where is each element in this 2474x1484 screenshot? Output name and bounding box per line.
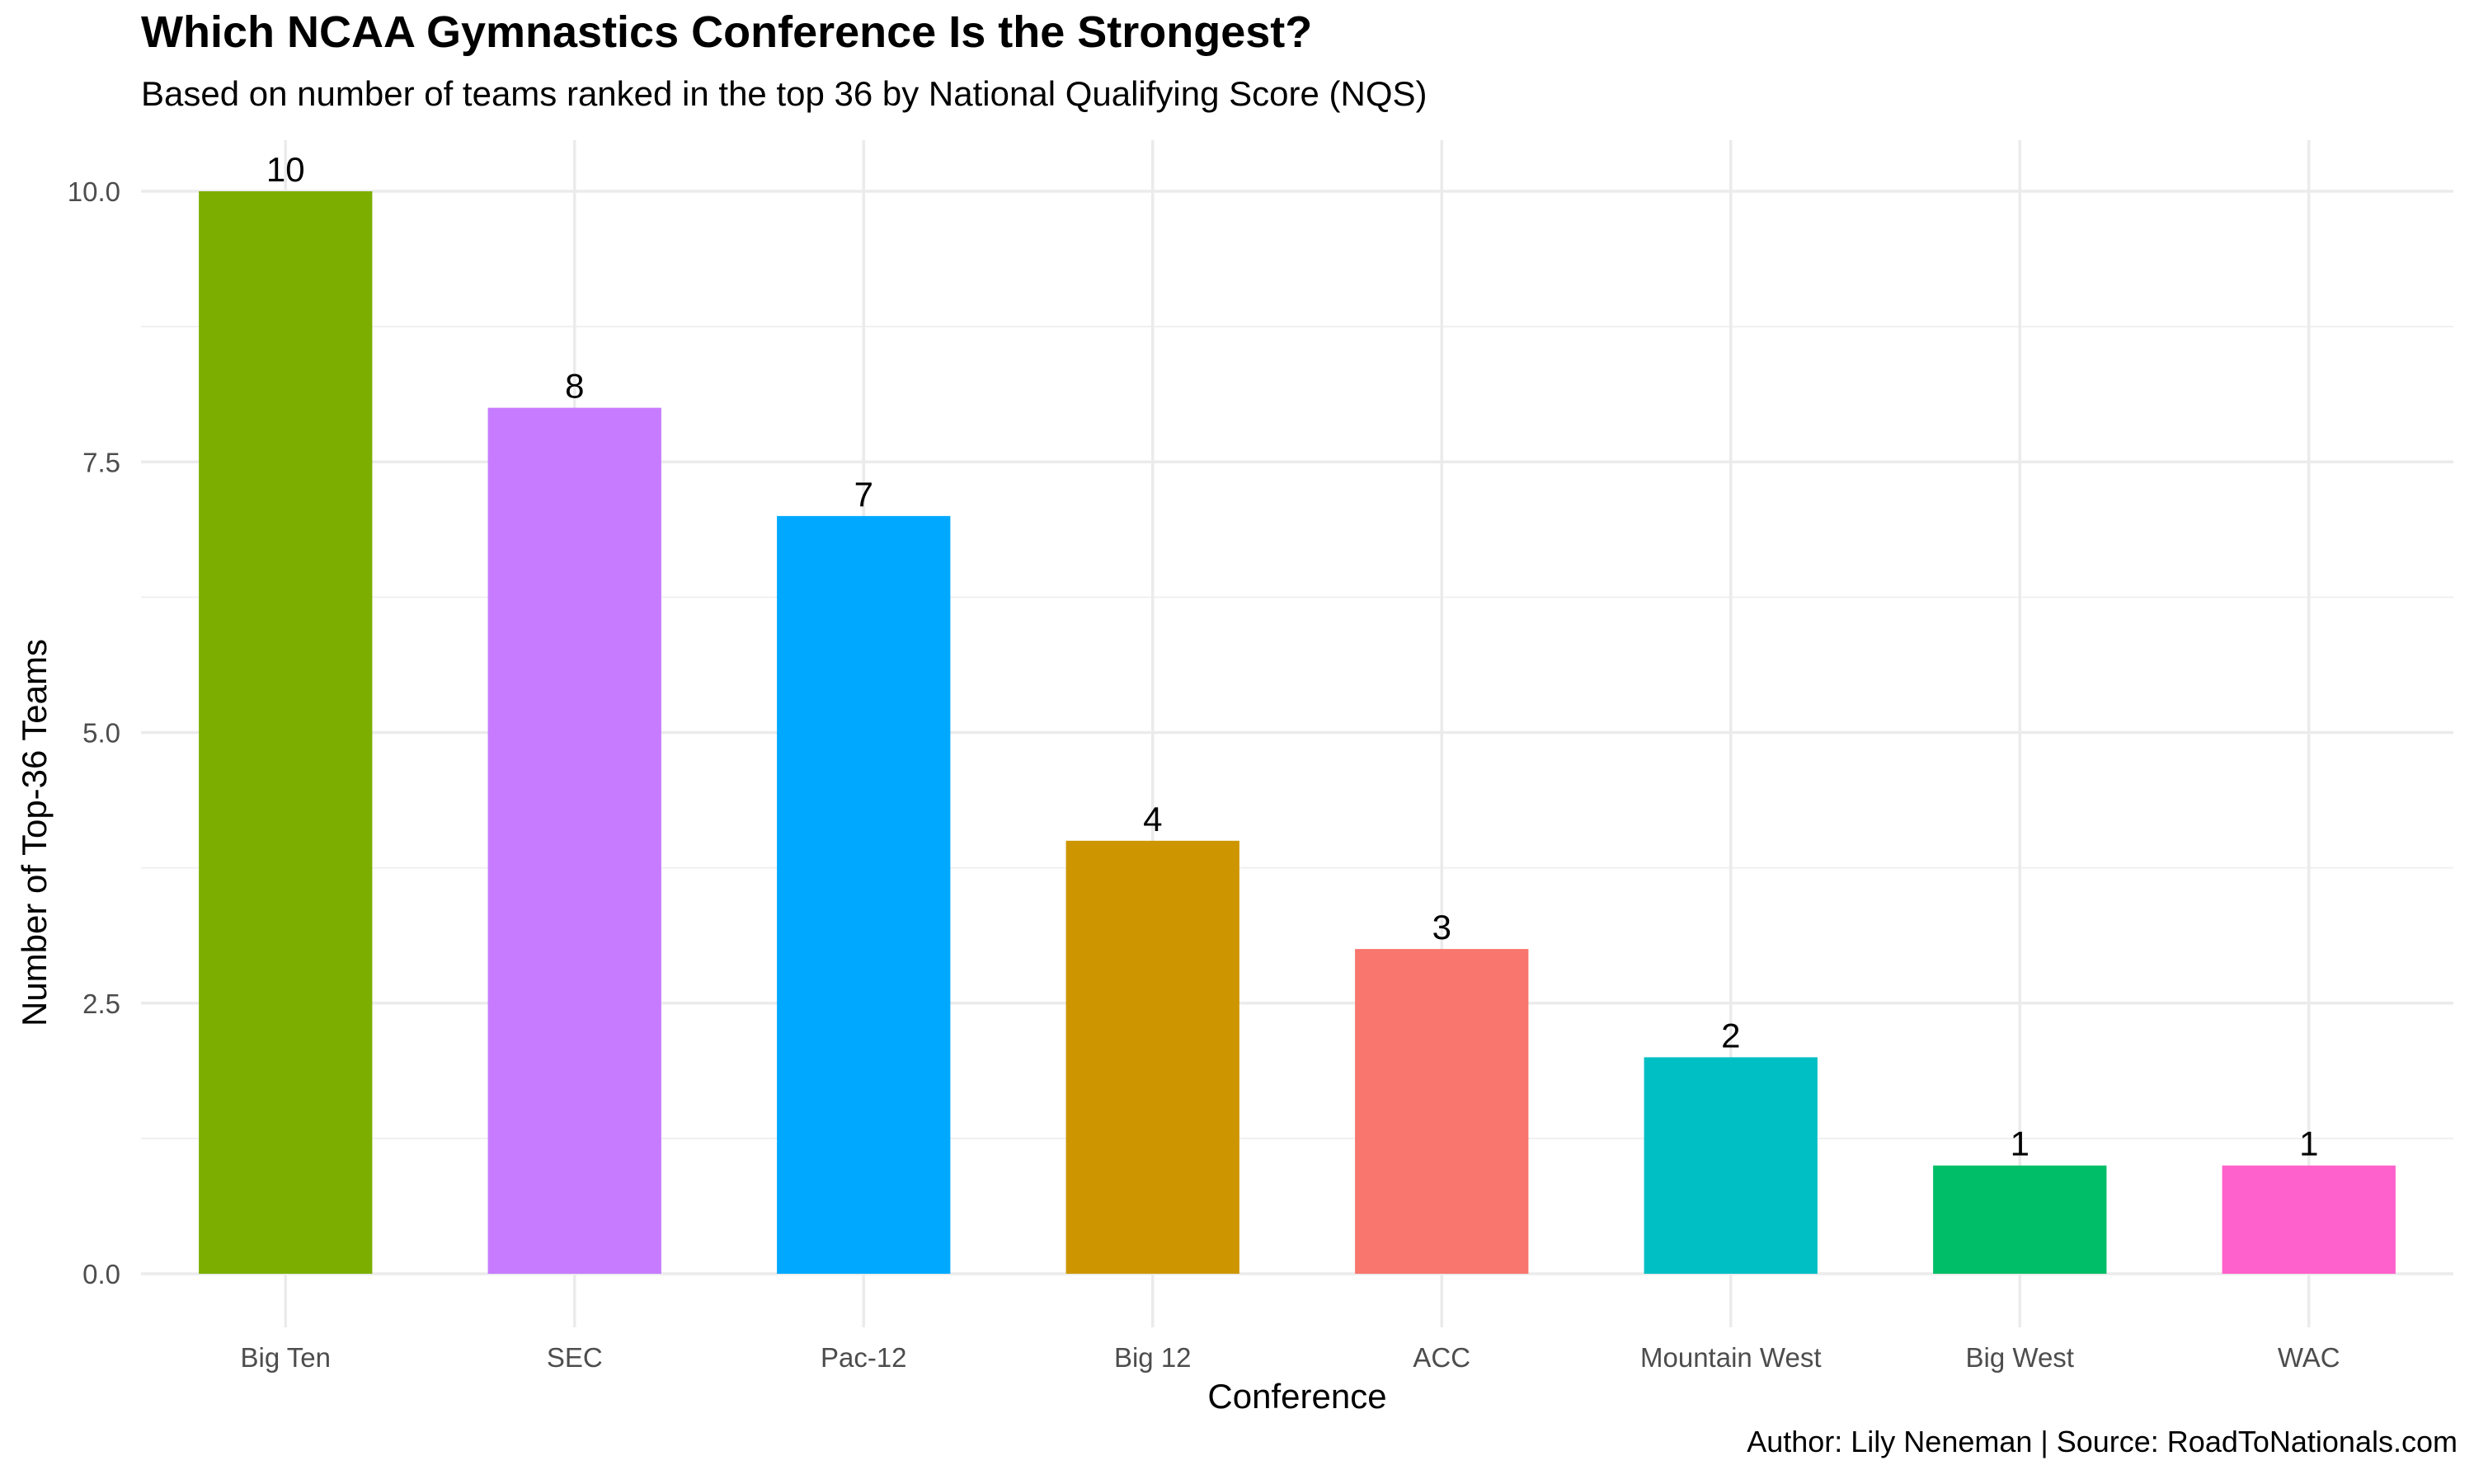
bar-wac	[2222, 1165, 2396, 1274]
x-axis-ticks: Big Ten SEC Pac-12 Big 12 ACC Mountain West Bi…	[241, 1342, 2340, 1373]
bars	[199, 191, 2396, 1275]
y-tick-label: 2.5	[82, 989, 120, 1019]
chart-subtitle: Based on number of teams ranked in the t…	[141, 74, 1427, 113]
x-tick-label: Big 12	[1114, 1342, 1192, 1373]
bar-big-12	[1065, 840, 1239, 1274]
y-tick-label: 5.0	[82, 718, 120, 749]
bar-mountain-west	[1644, 1057, 1818, 1274]
x-tick-label: Mountain West	[1640, 1342, 1822, 1373]
bar-big-ten	[199, 191, 373, 1274]
bar-big-west	[1933, 1165, 2107, 1274]
x-tick-label: Big West	[1966, 1342, 2074, 1373]
x-axis-title: Conference	[1207, 1377, 1386, 1416]
data-labels: 10 8 7 4 3 2 1 1	[266, 150, 2319, 1163]
data-label: 4	[1143, 800, 1162, 838]
x-tick-label: WAC	[2278, 1342, 2340, 1373]
x-tick-label: Big Ten	[241, 1342, 331, 1373]
chart-caption: Author: Lily Neneman | Source: RoadToNat…	[1747, 1425, 2458, 1458]
bar-pac-12	[777, 515, 951, 1274]
x-tick-label: ACC	[1413, 1342, 1470, 1373]
y-tick-label: 7.5	[82, 447, 120, 477]
y-axis-title: Number of Top-36 Teams	[15, 639, 54, 1026]
data-label: 8	[565, 367, 584, 406]
bar-acc	[1355, 949, 1529, 1274]
x-tick-label: SEC	[547, 1342, 603, 1373]
bar-sec	[487, 407, 661, 1275]
data-label: 2	[1721, 1016, 1740, 1054]
y-tick-label: 10.0	[68, 176, 120, 207]
data-label: 3	[1432, 908, 1451, 946]
data-label: 1	[2299, 1125, 2318, 1163]
y-tick-label: 0.0	[82, 1259, 120, 1289]
x-tick-label: Pac-12	[821, 1342, 907, 1373]
data-label: 7	[854, 475, 873, 514]
data-label: 1	[2011, 1125, 2030, 1163]
y-axis-ticks: 0.0 2.5 5.0 7.5 10.0	[68, 176, 120, 1289]
data-label: 10	[266, 150, 305, 189]
chart-title: Which NCAA Gymnastics Conference Is the …	[141, 7, 1313, 57]
